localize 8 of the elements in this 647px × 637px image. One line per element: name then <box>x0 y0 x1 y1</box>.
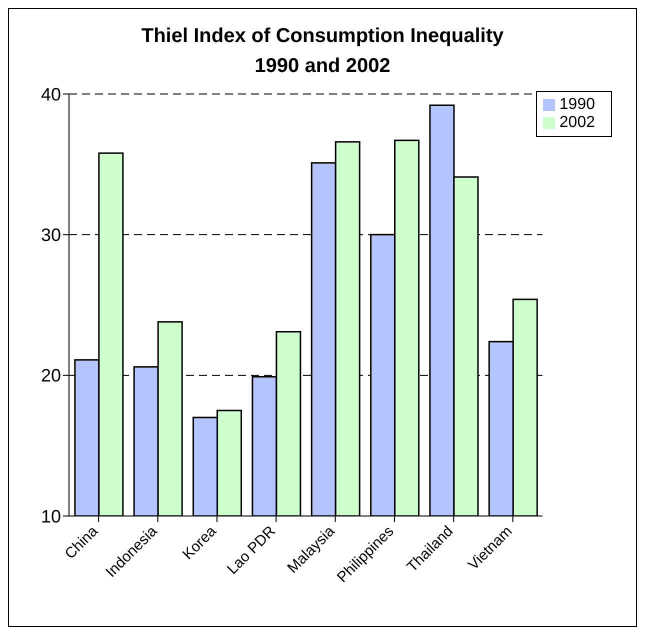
legend-label: 2002 <box>559 114 595 131</box>
y-tick-label: 40 <box>40 84 61 104</box>
chart-subtitle: 1990 and 2002 <box>254 54 392 79</box>
y-tick-label: 30 <box>40 225 61 246</box>
y-tick-label: 10 <box>40 506 61 526</box>
y-tick-label: 20 <box>40 366 61 386</box>
legend-label: 1990 <box>559 96 595 113</box>
chart-title: Thiel Index of Consumption Inequality <box>140 24 505 49</box>
